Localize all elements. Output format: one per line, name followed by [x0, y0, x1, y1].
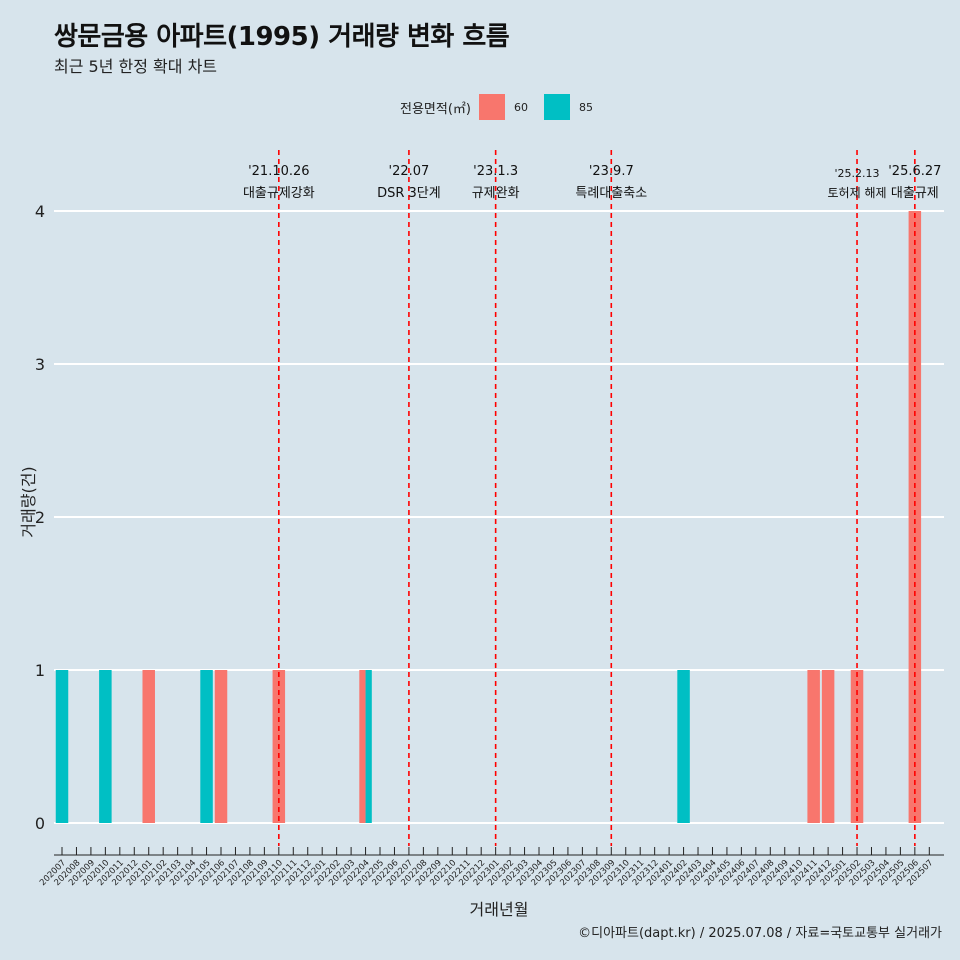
event-name-label: DSR 3단계: [377, 186, 441, 201]
bar-85-202402: [677, 670, 690, 823]
y-tick-label: 0: [35, 814, 45, 833]
chart-subtitle: 최근 5년 한정 확대 차트: [54, 57, 218, 76]
event-date-label: '23.1.3: [473, 164, 518, 179]
bar-60-202506: [908, 211, 922, 823]
bar-60-202412: [821, 670, 835, 823]
y-tick-label: 3: [35, 355, 45, 374]
event-name-label: 대출규제강화: [243, 186, 315, 201]
chart-title: 쌍문금용 아파트(1995) 거래량 변화 흐름: [54, 22, 510, 52]
legend-label-60: 60: [513, 100, 528, 114]
bar-85-202007: [55, 670, 69, 823]
bar-60-202106: [214, 670, 228, 823]
legend-key-85: [543, 94, 570, 120]
event-name-label: 토허제 해제: [828, 186, 887, 200]
event-name-label: 특례대출축소: [575, 186, 647, 201]
event-date-label: '22.07: [389, 164, 430, 179]
event-date-label: '25.2.13: [835, 167, 880, 180]
y-tick-label: 2: [35, 508, 45, 527]
event-name-label: 대출규제: [891, 186, 939, 201]
legend-key-60: [478, 94, 505, 120]
x-axis-title: 거래년월: [470, 900, 529, 919]
bar-60-202101: [142, 670, 155, 823]
event-date-label: '21.10.26: [248, 164, 309, 179]
event-date-label: '23.9.7: [589, 164, 634, 179]
legend-label-85: 85: [578, 100, 593, 114]
legend: 전용면적(㎡) 60 85: [400, 94, 609, 120]
chart-caption: ©디아파트(dapt.kr) / 2025.07.08 / 자료=국토교통부 실…: [578, 926, 942, 941]
y-tick-label: 1: [35, 661, 45, 680]
bar-60-202411: [807, 670, 820, 823]
bar-85-202010: [99, 670, 112, 823]
bar-85-202204: [365, 670, 372, 823]
y-axis-title: 거래량(건): [19, 466, 38, 537]
bar-60-202204: [359, 670, 366, 823]
bar-85-202105: [200, 670, 213, 823]
y-tick-label: 4: [35, 202, 45, 221]
event-date-label: '25.6.27: [888, 164, 941, 179]
event-name-label: 규제완화: [472, 186, 520, 201]
legend-title: 전용면적(㎡): [400, 101, 471, 117]
